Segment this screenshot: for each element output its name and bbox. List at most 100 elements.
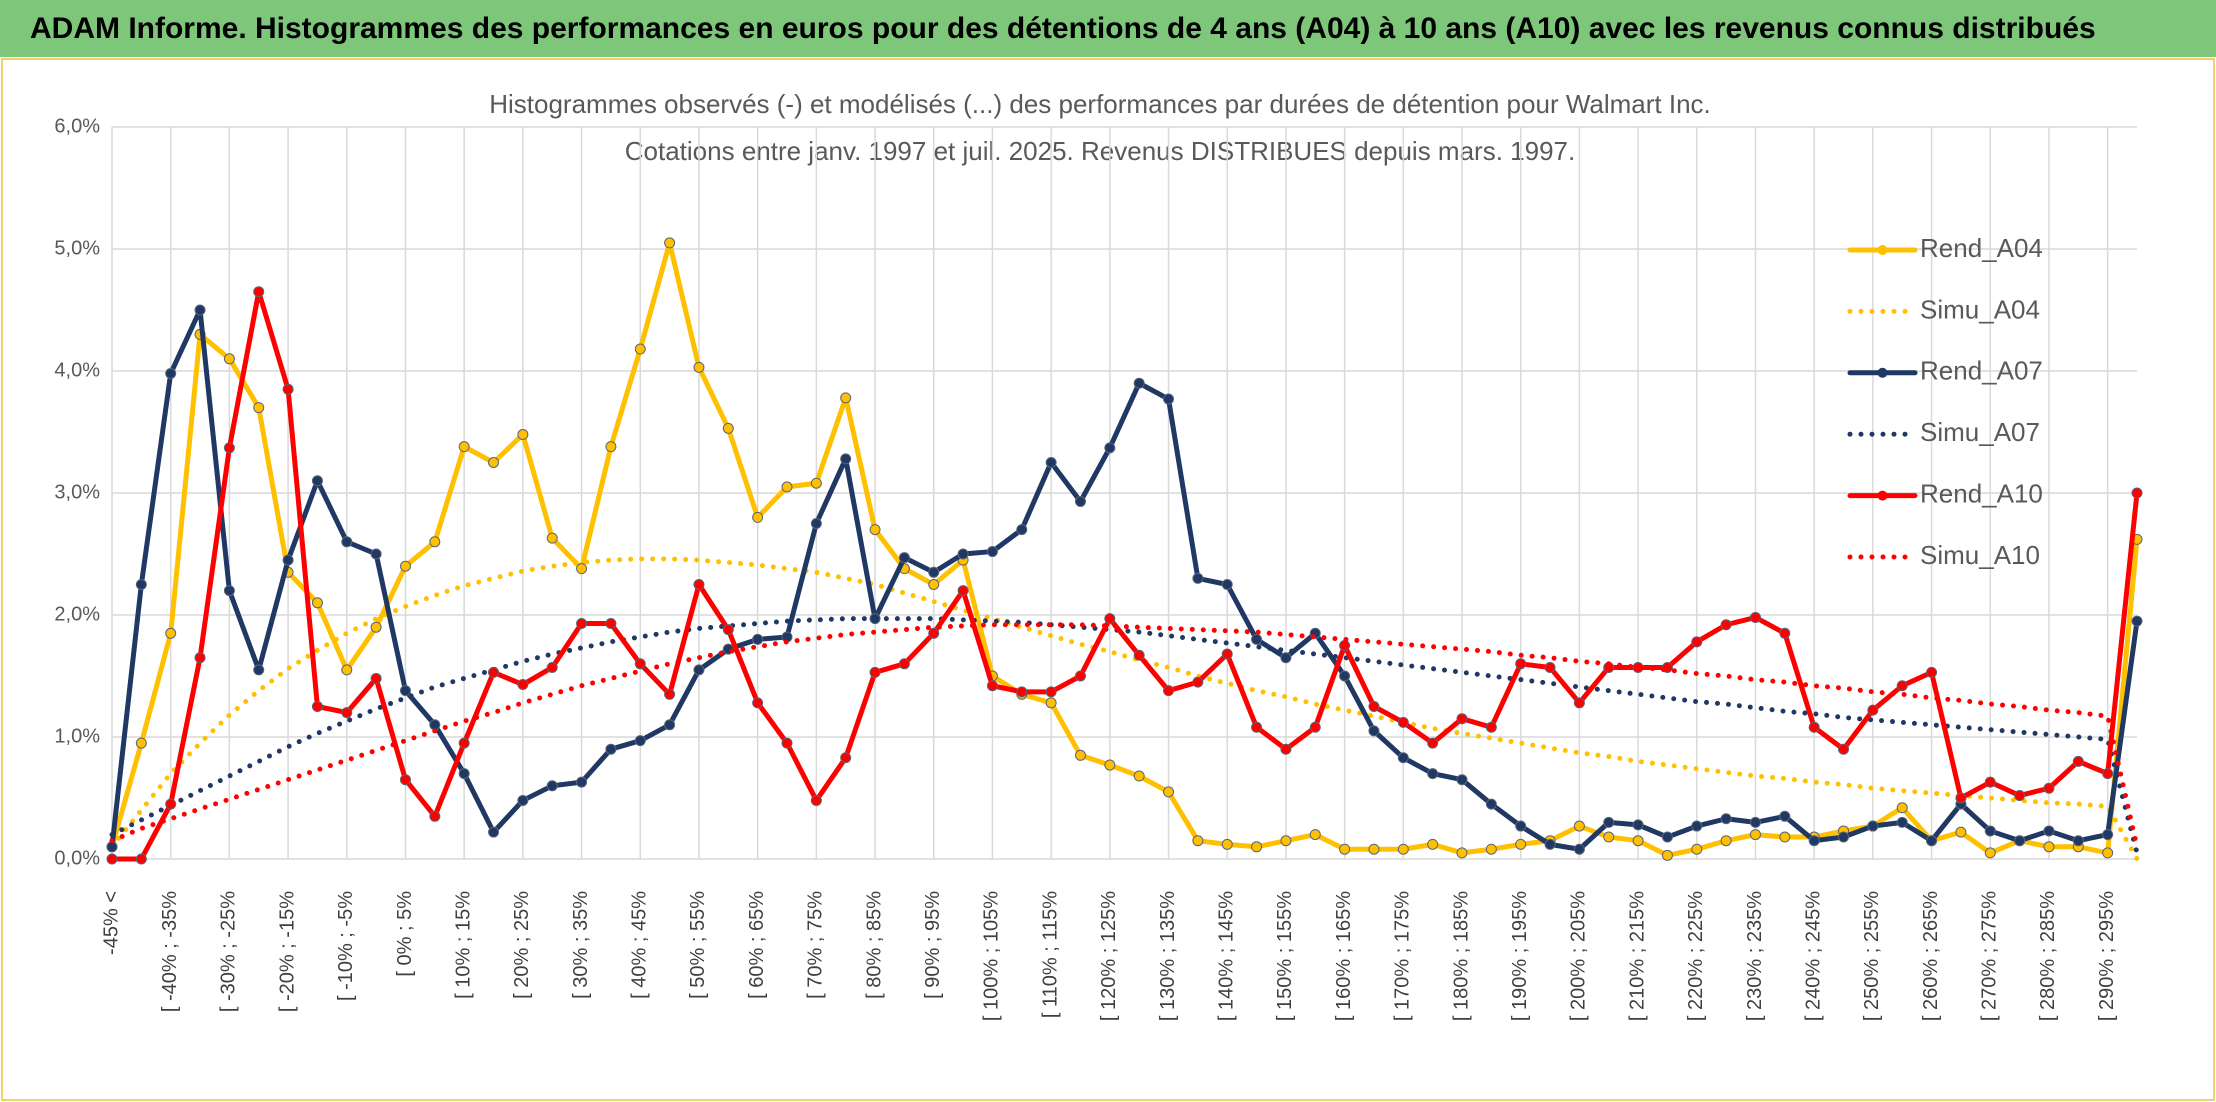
x-tick-label: [ 30% ; 35% [570,891,592,999]
x-tick-label: [ 290% ; 295% [2096,891,2118,1021]
data-point [429,536,441,548]
data-point [458,768,470,780]
data-point [752,511,764,523]
legend-marker [1877,490,1888,501]
data-point [752,697,764,709]
data-point [752,633,764,645]
x-tick-label: [ 210% ; 215% [1626,891,1648,1021]
data-point [1192,835,1204,847]
data-point [1808,835,1820,847]
model-line [109,556,2140,862]
legend-marker [1877,245,1888,255]
data-point [576,618,588,630]
data-point [165,798,177,810]
data-point [634,658,646,670]
data-point [311,701,323,712]
data-point [2072,835,2084,847]
data-point [1838,831,1850,843]
data-point [2014,790,2026,802]
data-point [1896,802,1908,814]
data-point [1016,686,1028,698]
data-point [1427,838,1439,850]
data-point [341,536,353,548]
data-point [311,475,323,487]
data-point [458,737,470,749]
data-point [1427,768,1439,780]
data-point [1221,579,1233,590]
x-tick-label: [ 160% ; 165% [1333,891,1355,1021]
data-point [1485,843,1497,855]
data-point [1515,658,1527,670]
data-line [109,289,2140,862]
data-point [1397,716,1409,728]
data-point [810,477,822,489]
data-point [1104,613,1116,625]
data-point [1280,835,1292,847]
data-point [1720,619,1732,631]
data-point [693,664,705,676]
x-tick-label: [ 140% ; 145% [1215,891,1237,1021]
data-point [634,343,646,355]
x-tick-label: [ -10% ; -5% [335,891,357,1001]
data-point [1221,648,1233,660]
chart-subtitle: Cotations entre janv. 1997 et juil. 2025… [625,136,1575,166]
data-point [2043,825,2055,837]
data-point [1427,737,1439,749]
x-tick-label: [ 100% ; 105% [981,891,1003,1021]
data-point [1632,819,1644,831]
data-point [429,719,441,731]
x-tick-label: [ 50% ; 55% [687,891,709,999]
data-point [1926,835,1938,847]
data-point [928,579,940,590]
data-point [282,554,294,566]
data-point [1691,843,1703,855]
legend-label: Simu_A07 [1920,417,2040,447]
data-point [1192,572,1204,584]
data-point [664,237,676,249]
data-point [1984,825,1996,837]
data-point [1573,697,1585,709]
data-point [1163,786,1175,798]
y-tick-label: 1,0% [54,725,100,747]
data-point [1632,835,1644,847]
x-tick-label: [ 280% ; 285% [2037,891,2059,1021]
data-point [664,688,676,700]
x-tick-label: [ 200% ; 205% [1568,891,1590,1021]
data-point [2043,782,2055,794]
x-tick-label: [ 70% ; 75% [805,891,827,999]
data-point [458,441,470,453]
x-tick-label: [ 110% ; 115% [1039,891,1061,1018]
data-point [1691,820,1703,832]
data-point [194,304,206,316]
data-point [1074,496,1086,508]
data-point [1016,524,1028,536]
data-point [1368,843,1380,855]
x-tick-label: [ -40% ; -35% [159,891,181,1012]
data-point [957,548,969,560]
legend-label: Rend_A04 [1920,233,2043,263]
data-point [2102,847,2114,859]
data-point [722,624,734,636]
x-tick-label: [ 120% ; 125% [1098,891,1120,1021]
data-line [109,307,2140,852]
data-point [810,518,822,529]
data-point [106,841,118,853]
legend-label: Rend_A10 [1920,478,2043,508]
data-point [869,524,881,536]
data-point [1603,831,1615,843]
data-point [2131,487,2143,499]
data-point [840,453,852,465]
data-point [576,563,588,575]
y-tick-label: 5,0% [54,237,100,259]
data-point [693,361,705,373]
data-point [1309,829,1321,841]
x-tick-label: [ -30% ; -25% [218,891,240,1012]
data-point [1573,820,1585,832]
data-point [1045,686,1057,698]
data-point [1779,627,1791,639]
x-tick-label: [ -20% ; -15% [276,891,298,1012]
data-point [1074,749,1086,761]
data-point [1309,721,1321,733]
data-point [1221,838,1233,850]
data-point [135,853,147,865]
